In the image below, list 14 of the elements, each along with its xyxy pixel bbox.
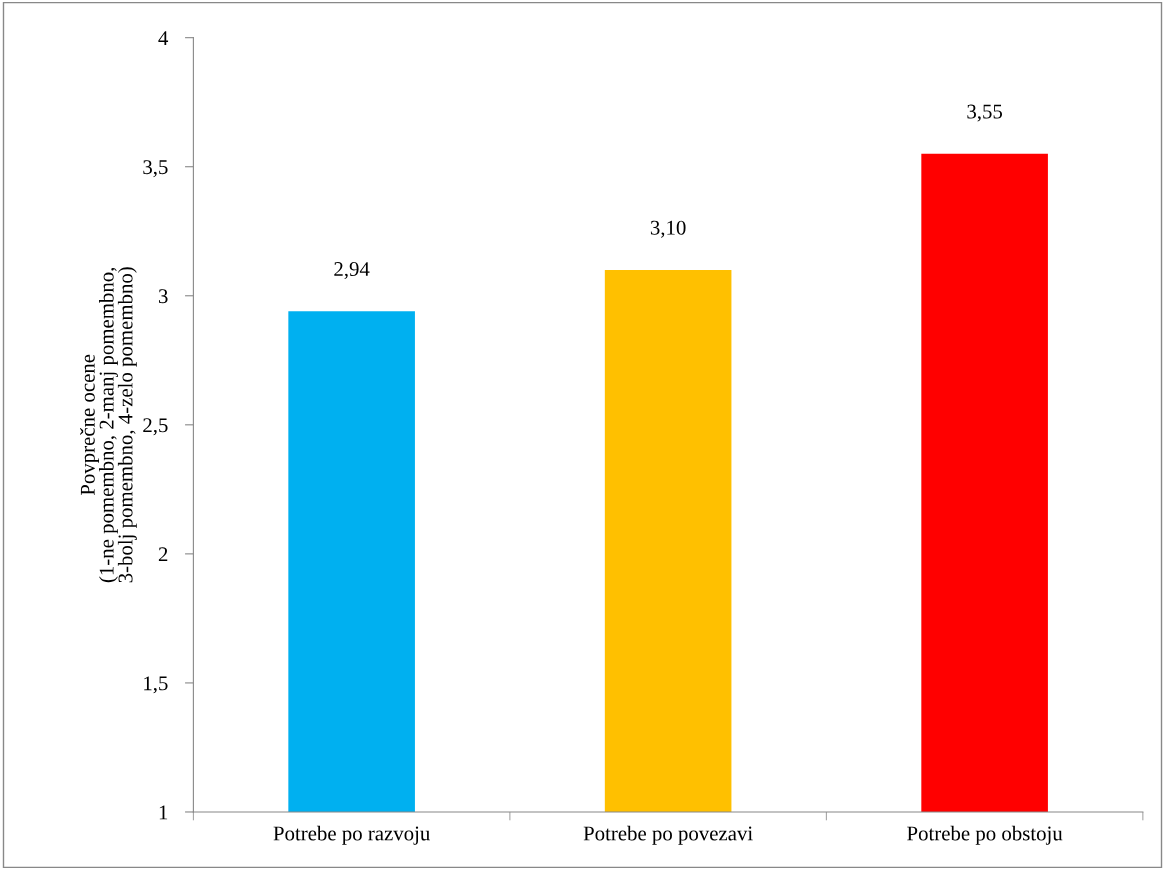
x-tick-label: Potrebe po povezavi xyxy=(583,825,753,845)
data-label: 3,10 xyxy=(650,220,686,238)
y-tick-label: 1,5 xyxy=(144,676,168,694)
y-tick-label: 3 xyxy=(158,289,168,304)
y-tick-label: 2 xyxy=(158,547,168,562)
x-tick-label: Potrebe po obstoju xyxy=(907,825,1063,845)
y-tick-label: 3,5 xyxy=(143,160,168,178)
y-tick-label: 1 xyxy=(159,805,168,820)
y-tick-label: 4 xyxy=(158,31,169,45)
x-tick-label: Potrebe po razvoju xyxy=(273,825,430,845)
y-axis-title: Povprečne ocene (1-ne pomembno, 2-manj pomembno, 3-bolj pomembno, 4-zelo pomembno) xyxy=(80,267,137,583)
data-label: 3,55 xyxy=(967,104,1003,122)
y-tick-label: 2,5 xyxy=(143,418,168,436)
data-label: 2,94 xyxy=(334,262,370,280)
